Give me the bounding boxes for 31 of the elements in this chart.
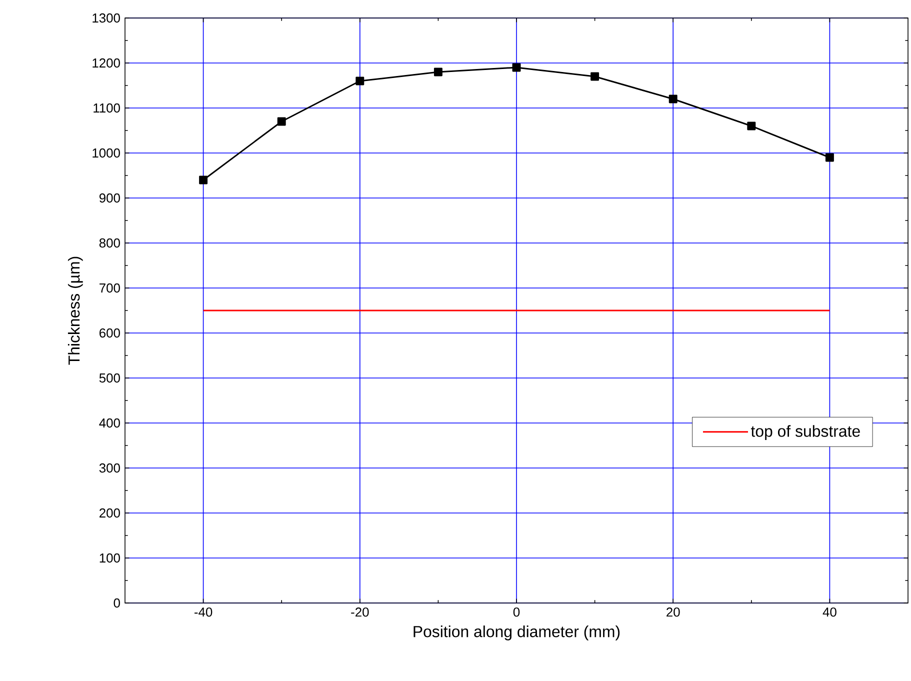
point <box>825 153 834 162</box>
y-tick-label: 1100 <box>94 103 120 113</box>
x-tick-label: 0 <box>513 608 520 617</box>
y-tick-label: 1300 <box>92 13 120 23</box>
x-tick-label: 20 <box>666 608 680 617</box>
y-axis-title: Thickness (µm) <box>68 256 83 365</box>
y-tick-label: 1000 <box>92 148 120 158</box>
y-tick-label: 200 <box>100 508 120 518</box>
x-axis-title: Position along diameter (mm) <box>414 626 620 640</box>
x-tick-label: -40 <box>194 608 212 617</box>
y-tick-label: 300 <box>99 463 120 473</box>
point <box>277 117 286 126</box>
y-tick-label: 700 <box>100 283 120 293</box>
x-tick-label: 40 <box>822 608 836 617</box>
legend-label: top of substrate <box>750 425 860 440</box>
y-tick-label: 500 <box>99 373 120 383</box>
point <box>199 176 208 184</box>
y-tick-label: 600 <box>100 328 120 338</box>
point <box>747 122 756 130</box>
y-tick-label: 400 <box>99 418 120 428</box>
y-tick-label: 1200 <box>92 58 120 68</box>
y-tick-label: 100 <box>100 553 120 563</box>
point <box>512 63 521 72</box>
y-tick-label: 0 <box>114 598 120 608</box>
y-tick-label: 800 <box>99 238 120 248</box>
x-tick-label: -20 <box>351 608 369 617</box>
point <box>590 72 600 81</box>
y-tick-label: 900 <box>99 193 120 203</box>
point <box>434 68 442 76</box>
point <box>356 76 364 86</box>
point <box>668 94 678 104</box>
